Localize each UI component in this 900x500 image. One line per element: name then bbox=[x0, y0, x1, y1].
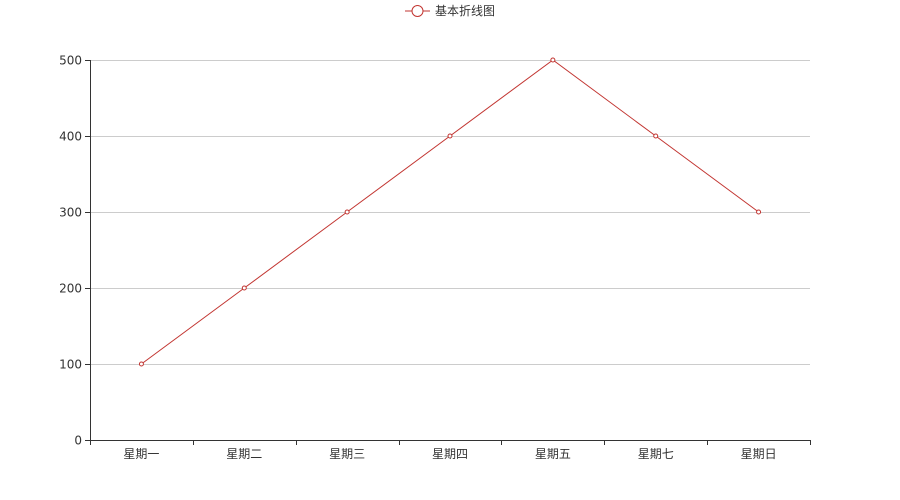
data-point[interactable] bbox=[138, 361, 144, 367]
y-tick-label: 500 bbox=[59, 54, 82, 68]
x-tick-label: 星期三 bbox=[329, 447, 365, 461]
data-point[interactable] bbox=[756, 209, 762, 215]
legend-label: 基本折线图 bbox=[435, 3, 495, 18]
x-tick-label: 星期一 bbox=[123, 447, 159, 461]
y-tick-label: 400 bbox=[59, 130, 82, 144]
x-tick-label: 星期日 bbox=[741, 447, 777, 461]
data-point[interactable] bbox=[653, 133, 659, 139]
data-point[interactable] bbox=[241, 285, 247, 291]
data-point[interactable] bbox=[344, 209, 350, 215]
grid-lines bbox=[90, 60, 810, 365]
data-point[interactable] bbox=[550, 57, 556, 63]
y-tick-label: 0 bbox=[74, 434, 82, 448]
y-tick-label: 200 bbox=[59, 282, 82, 296]
series-layer bbox=[138, 57, 762, 367]
y-tick-label: 300 bbox=[59, 206, 82, 220]
chart-legend[interactable]: 基本折线图 bbox=[405, 3, 495, 18]
tick-labels: 0 100 200 300 400 500 星期一 星期二 星期三 星期四 星期五 星期七 星期日 bbox=[59, 54, 776, 462]
data-point[interactable] bbox=[447, 133, 453, 139]
x-tick-label: 星期二 bbox=[226, 447, 262, 461]
axes bbox=[85, 60, 811, 445]
x-tick-label: 星期七 bbox=[638, 447, 674, 461]
x-tick-label: 星期四 bbox=[432, 447, 468, 461]
x-tick-label: 星期五 bbox=[535, 447, 571, 461]
y-tick-label: 100 bbox=[59, 358, 82, 372]
legend-circle-icon bbox=[411, 5, 424, 17]
